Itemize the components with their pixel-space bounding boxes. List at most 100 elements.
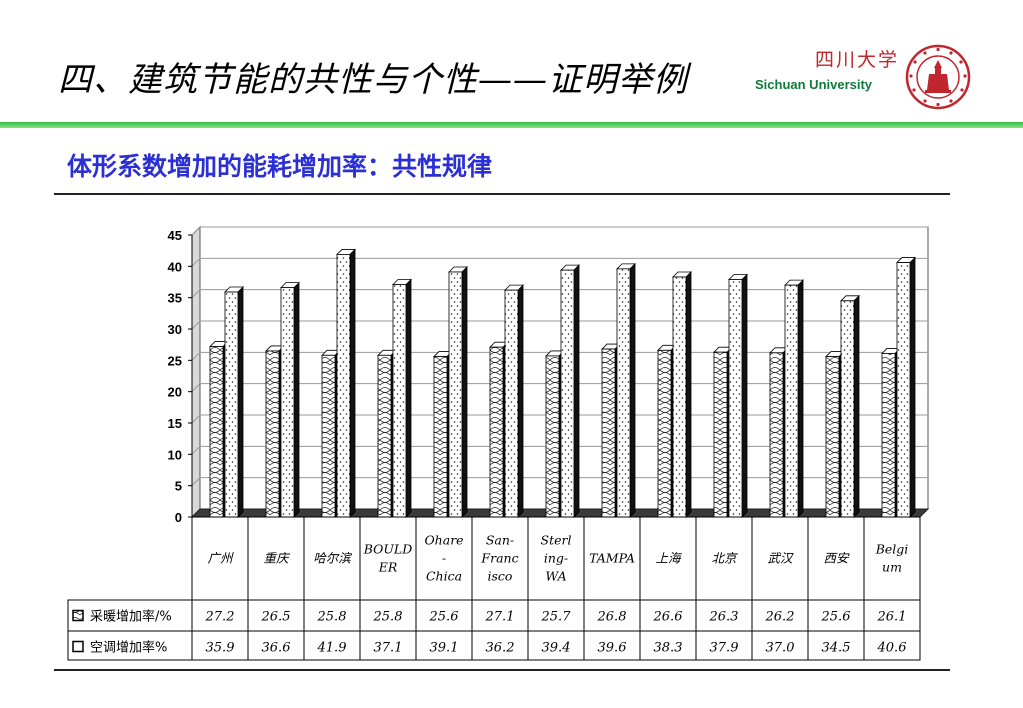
cooling-bar-side xyxy=(629,262,636,518)
category-label: 重庆 xyxy=(263,551,291,566)
y-tick-label: 0 xyxy=(175,510,182,525)
y-tick-label: 45 xyxy=(168,228,182,243)
y-tick-label: 30 xyxy=(168,322,182,337)
cooling-bar xyxy=(840,300,855,518)
data-value: 36.2 xyxy=(486,641,515,656)
heating-bar xyxy=(377,354,392,518)
university-name-cn: 四川大学 xyxy=(815,49,900,71)
heating-bar xyxy=(601,348,616,518)
heating-bar xyxy=(321,354,336,518)
cooling-bar-side xyxy=(797,279,804,518)
data-value: 38.3 xyxy=(654,641,683,656)
legend-swatch xyxy=(72,640,84,653)
heating-bar xyxy=(657,349,672,518)
heating-bar xyxy=(433,356,448,518)
data-value: 25.6 xyxy=(821,610,851,625)
data-value: 35.9 xyxy=(206,641,235,656)
category-label: Franc xyxy=(480,551,518,566)
category-label: BOULD xyxy=(363,542,413,557)
slide-subtitle: 体形系数增加的能耗增加率：共性规律 xyxy=(67,152,493,181)
cooling-bar-side xyxy=(405,278,412,518)
category-label: 哈尔滨 xyxy=(313,551,352,566)
data-value: 37.1 xyxy=(374,641,403,656)
data-value: 26.2 xyxy=(765,610,795,625)
cooling-bar xyxy=(280,287,295,518)
data-value: 37.0 xyxy=(766,641,795,656)
category-label: 武汉 xyxy=(767,551,794,566)
category-label: Belgi xyxy=(875,542,909,557)
data-value: 26.8 xyxy=(597,610,627,625)
data-value: 25.7 xyxy=(541,610,572,625)
slide-header-title: 四、建筑节能的共性与个性——证明举例 xyxy=(58,60,688,100)
cooling-bar-side xyxy=(237,286,244,518)
category-label: San- xyxy=(486,533,514,548)
category-label: isco xyxy=(488,569,513,584)
table-row-cooling xyxy=(67,630,921,661)
data-value: 25.8 xyxy=(317,610,347,625)
cooling-bar-side xyxy=(741,273,748,518)
cooling-bar xyxy=(504,289,519,518)
category-label: WA xyxy=(545,569,566,584)
data-value: 26.3 xyxy=(709,610,739,625)
data-value: 39.1 xyxy=(430,641,459,656)
header-accent-bar xyxy=(0,122,1023,128)
cooling-bar xyxy=(336,254,351,518)
university-name-en: Sichuan University xyxy=(755,77,873,92)
cooling-bar xyxy=(896,262,911,518)
cooling-bar xyxy=(448,271,463,518)
category-label: TAMPA xyxy=(589,551,635,566)
category-label: 广州 xyxy=(207,551,234,566)
category-label: 上海 xyxy=(655,551,682,566)
cooling-bar xyxy=(672,276,687,518)
category-label: um xyxy=(882,560,902,575)
heating-bar xyxy=(489,346,504,518)
bottom-divider xyxy=(54,669,950,671)
heating-bar xyxy=(881,353,896,518)
data-value: 36.6 xyxy=(262,641,291,656)
cooling-bar xyxy=(616,268,631,518)
heating-bar xyxy=(209,346,224,518)
heating-bar xyxy=(825,356,840,518)
heating-bar xyxy=(769,352,784,518)
y-tick-label: 25 xyxy=(168,353,182,368)
top-divider xyxy=(54,193,950,195)
data-value: 40.6 xyxy=(877,641,907,656)
cooling-bar-side xyxy=(517,284,524,518)
category-label: Chica xyxy=(426,569,462,584)
category-label: - xyxy=(442,551,446,566)
heating-bar xyxy=(265,350,280,518)
data-value: 25.6 xyxy=(429,610,459,625)
cooling-bar-side xyxy=(461,266,468,518)
category-label: ing- xyxy=(544,551,568,566)
cooling-bar xyxy=(784,284,799,518)
gridline xyxy=(191,257,928,267)
category-label: ER xyxy=(378,560,398,575)
data-value: 27.2 xyxy=(205,610,235,625)
category-label: 北京 xyxy=(711,551,738,566)
data-value: 39.6 xyxy=(598,641,627,656)
category-label: Sterl xyxy=(541,533,572,548)
heating-bar xyxy=(545,355,560,518)
y-tick-label: 5 xyxy=(175,479,182,494)
cooling-bar xyxy=(728,279,743,518)
cooling-bar xyxy=(224,291,239,518)
cooling-bar-side xyxy=(349,248,356,518)
y-tick-label: 20 xyxy=(168,385,182,400)
legend-swatch xyxy=(72,609,84,622)
heating-bar xyxy=(713,351,728,518)
category-label: 西安 xyxy=(823,551,850,566)
data-value: 25.8 xyxy=(373,610,403,625)
y-tick-label: 40 xyxy=(168,259,182,274)
cooling-bar-side xyxy=(293,281,300,518)
y-tick-label: 35 xyxy=(168,291,182,306)
data-value: 26.5 xyxy=(261,610,291,625)
university-seal-icon xyxy=(905,44,971,110)
data-value: 37.9 xyxy=(710,641,739,656)
legend-label: 空调增加率% xyxy=(90,640,167,656)
y-tick-label: 10 xyxy=(168,447,182,462)
cooling-bar-side xyxy=(685,271,692,518)
cooling-bar-side xyxy=(573,264,580,518)
data-value: 34.5 xyxy=(822,641,851,656)
data-value: 26.1 xyxy=(877,610,907,625)
